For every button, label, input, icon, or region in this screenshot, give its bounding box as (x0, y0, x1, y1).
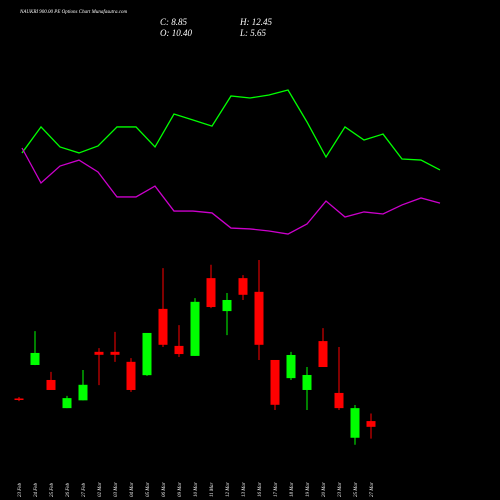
ohlc-label: H: 12.45 (239, 17, 272, 27)
candle-body (222, 299, 232, 312)
candle-body (190, 301, 200, 356)
candle-body (174, 345, 184, 355)
indicator-line (21, 147, 441, 235)
candle-body (30, 352, 40, 365)
x-tick-label: 11 Mar (210, 482, 215, 497)
candle-body (318, 341, 328, 368)
candle-body (46, 379, 56, 390)
x-tick-label: 03 Mar (114, 482, 119, 497)
candle-body (62, 398, 72, 409)
x-tick-label: 19 Mar (306, 482, 311, 497)
x-tick-label: 26 Feb (66, 482, 71, 497)
candle-body (366, 421, 376, 427)
candle-body (302, 374, 312, 390)
x-tick-label: 09 Mar (178, 482, 183, 497)
ohlc-label: C: 8.85 (160, 17, 188, 27)
chart-title: NAUKRI 900.00 PE Options Chart Munafasut… (19, 10, 127, 15)
candle-body (94, 351, 104, 355)
x-tick-label: 06 Mar (162, 482, 167, 497)
candle-body (286, 354, 296, 379)
x-tick-label: 24 Feb (34, 482, 39, 497)
candle-body (334, 392, 344, 409)
x-tick-label: 23 Feb (18, 482, 23, 497)
x-tick-label: 18 Mar (290, 482, 295, 497)
candle-body (110, 351, 120, 355)
x-tick-label: 25 Mar (354, 482, 359, 497)
x-tick-label: 04 Mar (130, 482, 135, 497)
candle-body (78, 384, 88, 401)
x-tick-label: 13 Mar (242, 482, 247, 497)
ohlc-label: O: 10.40 (160, 28, 192, 38)
candle-body (158, 308, 168, 345)
x-tick-label: 02 Mar (98, 482, 103, 497)
candle-body (14, 398, 24, 400)
x-tick-label: 16 Mar (258, 482, 263, 497)
candle-body (238, 278, 248, 295)
candle-body (350, 408, 360, 438)
ohlc-label: L: 5.65 (239, 28, 267, 38)
x-tick-label: 05 Mar (146, 482, 151, 497)
x-tick-label: 27 Mar (370, 482, 375, 497)
candle-body (126, 361, 136, 390)
x-tick-label: 20 Mar (322, 482, 327, 497)
candle-body (270, 359, 280, 405)
x-tick-label: 25 Feb (50, 482, 55, 497)
x-tick-label: 27 Feb (82, 482, 87, 497)
candle-body (142, 332, 152, 376)
x-tick-label: 10 Mar (194, 482, 199, 497)
candle-body (254, 291, 264, 345)
x-tick-label: 12 Mar (226, 482, 231, 497)
x-tick-label: 23 Mar (338, 482, 343, 497)
candle-body (206, 278, 216, 308)
x-tick-label: 17 Mar (274, 482, 279, 497)
indicator-line (21, 89, 441, 171)
